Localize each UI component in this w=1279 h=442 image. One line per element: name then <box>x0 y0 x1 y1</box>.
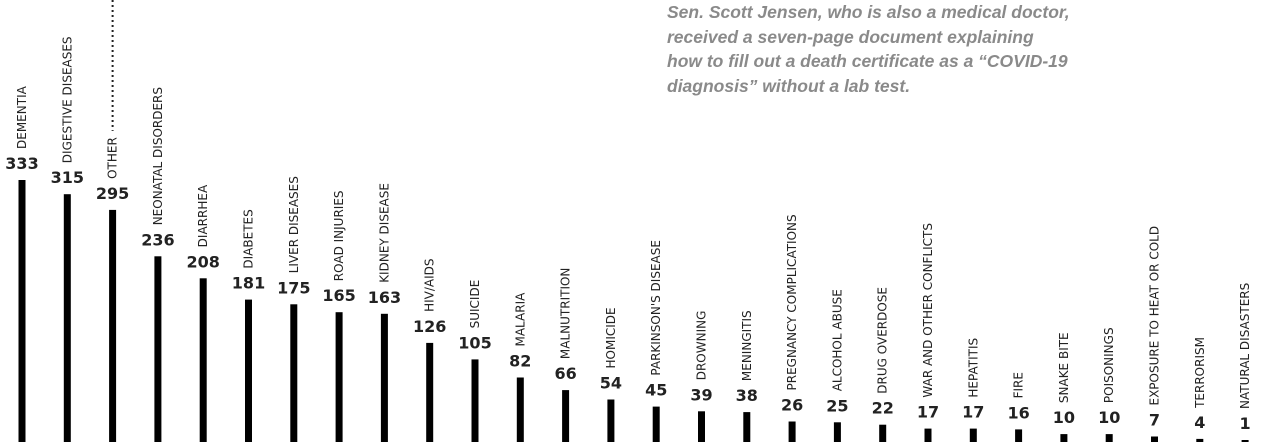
value-label-snake-bite: 10 <box>1053 408 1075 427</box>
category-label-liver-diseases: LIVER DISEASES <box>287 176 301 273</box>
annotation-line-4: diagnosis” without a lab test. <box>667 75 911 96</box>
category-label-snake-bite: SNAKE BITE <box>1057 332 1071 403</box>
value-label-digestive-diseases: 315 <box>51 168 84 187</box>
bar-drug-overdose <box>879 424 887 442</box>
bar-hiv-aids <box>426 342 434 442</box>
value-label-hiv-aids: 126 <box>413 317 446 336</box>
category-label-meningitis: MENINGITIS <box>740 310 754 381</box>
bar-malaria <box>516 377 524 442</box>
category-label-other: OTHER <box>106 137 120 179</box>
category-label-malnutrition: MALNUTRITION <box>559 268 573 360</box>
category-label-drug-overdose: DRUG OVERDOSE <box>876 287 890 394</box>
bar-meningitis <box>743 412 751 442</box>
bar-fire <box>1015 429 1023 442</box>
category-label-alcohol-abuse: ALCOHOL ABUSE <box>830 289 844 391</box>
value-label-drowning: 39 <box>690 385 712 404</box>
bar-terrorism <box>1196 438 1204 442</box>
value-label-homicide: 54 <box>600 374 622 393</box>
value-label-alcohol-abuse: 25 <box>826 396 848 415</box>
bar-digestive-diseases <box>63 194 71 442</box>
value-label-suicide: 105 <box>458 333 491 352</box>
category-label-parkinson-s-disease: PARKINSON'S DISEASE <box>649 240 663 376</box>
value-label-road-injuries: 165 <box>322 286 355 305</box>
value-label-parkinson-s-disease: 45 <box>645 381 667 400</box>
bar-exposure-to-heat-or-cold <box>1151 436 1158 442</box>
annotation-line-3: how to fill out a death certificate as a… <box>667 51 1068 71</box>
category-label-hiv-aids: HIV/AIDS <box>423 258 437 311</box>
bar-homicide <box>607 399 615 442</box>
category-label-homicide: HOMICIDE <box>604 307 618 368</box>
value-label-other: 295 <box>96 184 129 203</box>
value-label-hepatitis: 17 <box>962 403 984 422</box>
category-label-neonatal-disorders: NEONATAL DISORDERS <box>151 87 165 225</box>
value-label-diabetes: 181 <box>232 274 265 293</box>
bar-kidney-disease <box>380 313 388 442</box>
category-label-diabetes: DIABETES <box>242 209 256 268</box>
value-label-poisonings: 10 <box>1098 408 1120 427</box>
value-label-liver-diseases: 175 <box>277 278 310 297</box>
value-label-malnutrition: 66 <box>554 364 576 383</box>
bar-poisonings <box>1105 434 1113 442</box>
bar-suicide <box>471 359 479 442</box>
value-label-drug-overdose: 22 <box>872 399 894 418</box>
bar-drowning <box>698 411 705 442</box>
category-label-kidney-disease: KIDNEY DISEASE <box>377 183 391 283</box>
bar-hepatitis <box>969 428 977 442</box>
category-label-terrorism: TERRORISM <box>1193 337 1207 409</box>
value-label-natural-disasters: 1 <box>1240 414 1251 433</box>
bar-pregnancy-complications <box>788 421 796 442</box>
bar-parkinson-s-disease <box>652 406 660 442</box>
bar-neonatal-disorders <box>154 256 162 442</box>
bar-diabetes <box>245 299 252 442</box>
value-label-fire: 16 <box>1007 403 1029 422</box>
category-label-exposure-to-heat-or-cold: EXPOSURE TO HEAT OR COLD <box>1148 226 1162 406</box>
category-label-pregnancy-complications: PREGNANCY COMPLICATIONS <box>785 214 799 390</box>
category-label-natural-disasters: NATURAL DISASTERS <box>1238 283 1252 409</box>
category-label-hepatitis: HEPATITIS <box>966 338 980 398</box>
category-label-diarrhea: DIARRHEA <box>196 184 210 247</box>
category-label-road-injuries: ROAD INJURIES <box>332 190 346 281</box>
bar-malnutrition <box>562 390 570 442</box>
value-label-neonatal-disorders: 236 <box>141 230 174 249</box>
annotation-line-1: Sen. Scott Jensen, who is also a medical… <box>667 2 1070 22</box>
value-label-kidney-disease: 163 <box>368 288 401 307</box>
category-label-poisonings: POISONINGS <box>1102 327 1116 403</box>
value-label-war-and-other-conflicts: 17 <box>917 403 939 422</box>
category-label-drowning: DROWNING <box>695 311 709 381</box>
category-label-war-and-other-conflicts: WAR AND OTHER CONFLICTS <box>921 223 935 398</box>
bar-diarrhea <box>199 278 207 442</box>
annotation-line-2: received a seven-page document explainin… <box>667 26 1034 47</box>
value-label-meningitis: 38 <box>736 386 758 405</box>
bar-natural-disasters <box>1241 440 1249 442</box>
bar-war-and-other-conflicts <box>924 428 932 442</box>
bars-group <box>18 180 1249 442</box>
bar-alcohol-abuse <box>833 422 841 442</box>
bar-dementia <box>18 180 26 442</box>
value-label-diarrhea: 208 <box>186 252 219 271</box>
value-label-terrorism: 4 <box>1194 413 1205 432</box>
category-label-malaria: MALARIA <box>513 292 527 347</box>
category-label-dementia: DEMENTIA <box>15 85 29 149</box>
bar-snake-bite <box>1060 434 1068 442</box>
value-label-exposure-to-heat-or-cold: 7 <box>1149 411 1160 430</box>
category-labels-group: DEMENTIA DIGESTIVE DISEASES OTHER NEONATAL … <box>15 36 1252 409</box>
category-label-fire: FIRE <box>1012 372 1026 398</box>
value-label-dementia: 333 <box>5 154 38 173</box>
category-label-digestive-diseases: DIGESTIVE DISEASES <box>60 36 74 163</box>
value-label-malaria: 82 <box>509 352 531 371</box>
bar-liver-diseases <box>290 304 298 442</box>
bar-road-injuries <box>335 312 343 442</box>
chart-annotation: Sen. Scott Jensen, who is also a medical… <box>667 0 1187 98</box>
bar-other <box>109 209 117 442</box>
category-label-suicide: SUICIDE <box>468 280 482 329</box>
value-label-pregnancy-complications: 26 <box>781 396 803 415</box>
